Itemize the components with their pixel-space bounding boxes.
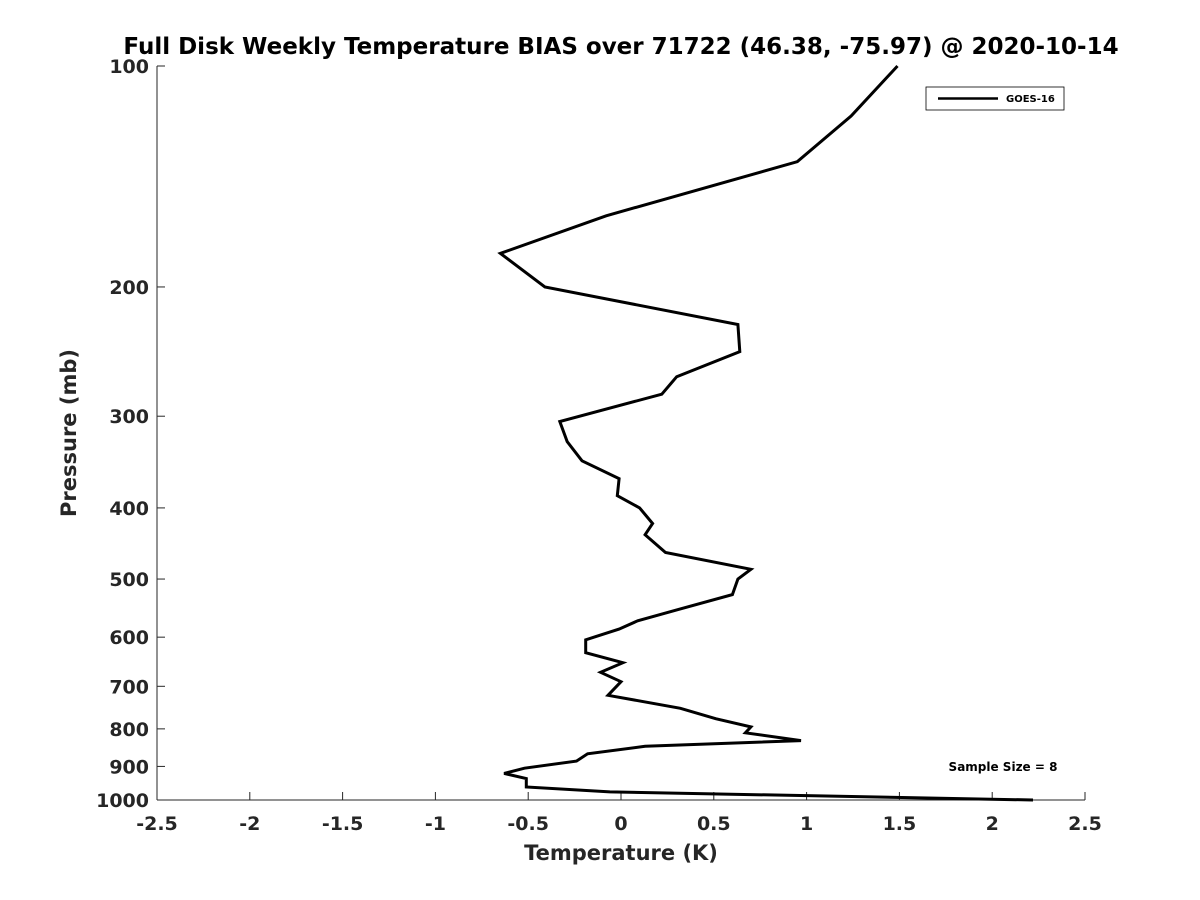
chart-title: Full Disk Weekly Temperature BIAS over 7… [123, 34, 1118, 60]
y-tick-label: 100 [109, 56, 149, 78]
x-tick-label: 2 [986, 813, 999, 835]
x-tick-label: 1 [800, 813, 813, 835]
x-tick-label: -1.5 [322, 813, 364, 835]
x-tick-label: 0.5 [697, 813, 731, 835]
x-tick-label: 2.5 [1068, 813, 1102, 835]
x-axis: -2.5 -2 -1.5 -1 -0.5 0 0.5 1 1.5 2 2.5 [136, 792, 1102, 835]
x-tick-label: 1.5 [883, 813, 917, 835]
y-tick-label: 400 [109, 498, 149, 520]
y-tick-label: 700 [109, 676, 149, 698]
legend: GOES-16 [925, 86, 1065, 111]
x-tick-label: -2 [239, 813, 260, 835]
y-tick-label: 300 [109, 406, 149, 428]
legend-label: GOES-16 [1006, 94, 1055, 105]
y-tick-label: 800 [109, 719, 149, 741]
plot-frame [156, 66, 1085, 801]
x-tick-label: 0 [614, 813, 627, 835]
y-tick-label: 900 [109, 756, 149, 778]
y-axis: 100 200 300 400 500 600 700 800 900 1000 [96, 56, 165, 812]
y-tick-label: 600 [109, 627, 149, 649]
x-tick-label: -1 [425, 813, 446, 835]
x-tick-label: -0.5 [507, 813, 549, 835]
x-axis-label: Temperature (K) [524, 841, 718, 865]
x-tick-label: -2.5 [136, 813, 178, 835]
series-layer [497, 64, 1034, 802]
y-tick-label: 1000 [96, 790, 149, 812]
y-axis-label: Pressure (mb) [57, 349, 81, 517]
y-tick-label: 500 [109, 569, 149, 591]
y-tick-label: 200 [109, 277, 149, 299]
sample-size-annotation: Sample Size = 8 [949, 760, 1058, 774]
series-line-goes-16 [497, 64, 1034, 802]
